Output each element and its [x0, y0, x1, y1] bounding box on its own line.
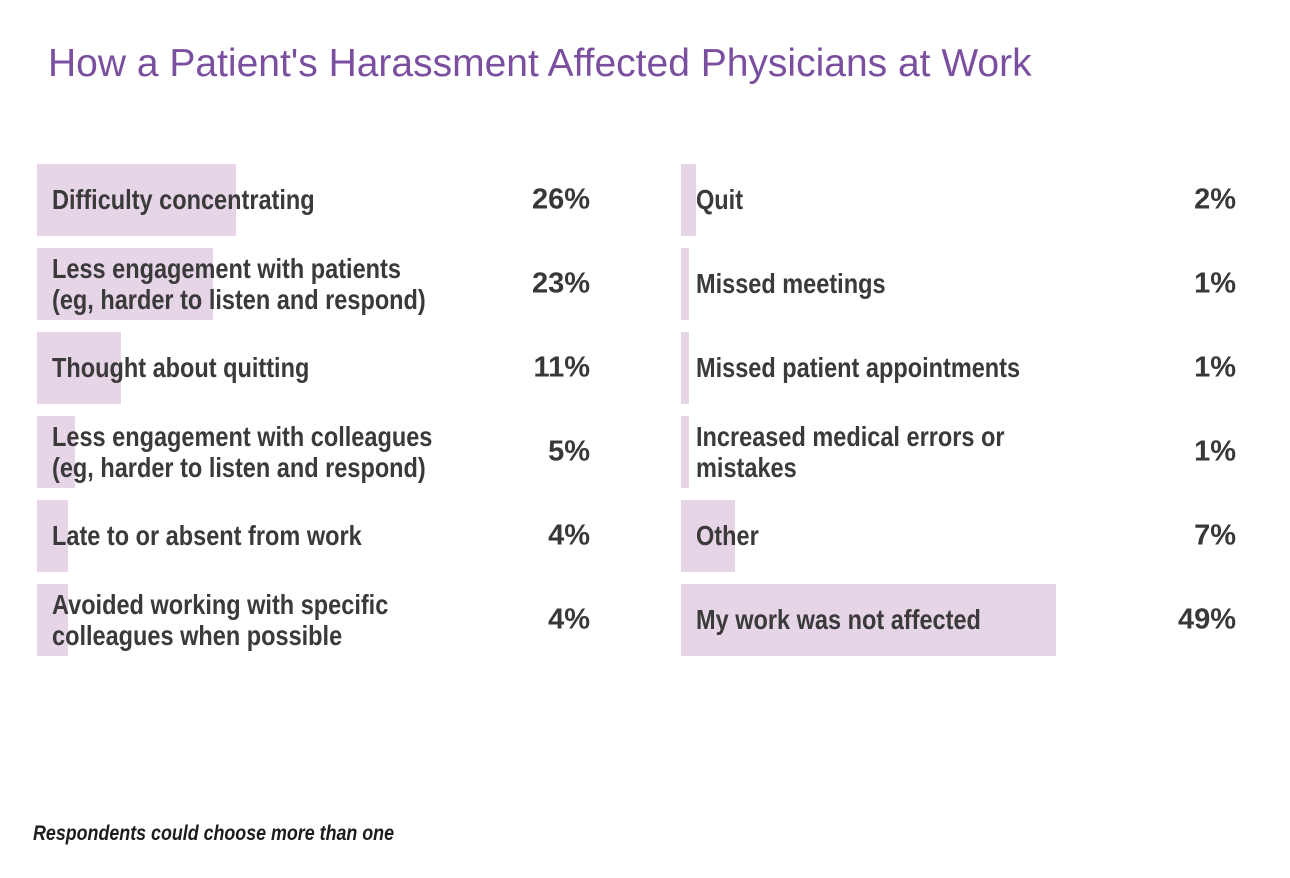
bar-value: 5%	[548, 435, 590, 468]
bar-value: 2%	[1194, 183, 1236, 216]
bar-row: Less engagement with colleagues (eg, har…	[37, 416, 590, 488]
bar	[37, 584, 68, 656]
bar-row: Increased medical errors or mistakes 1%	[681, 416, 1236, 488]
bar-label: Difficulty concentrating	[37, 164, 590, 236]
bar-value: 1%	[1194, 267, 1236, 300]
bar-label: Missed patient appointments	[681, 332, 1236, 404]
bar-value: 4%	[548, 603, 590, 636]
bar-value: 11%	[533, 351, 590, 384]
bar-value: 7%	[1194, 519, 1236, 552]
bar-row: Less engagement with patients (eg, harde…	[37, 248, 590, 320]
bar-label-text: Missed meetings	[696, 268, 886, 300]
bar-label-text: Missed patient appointments	[696, 352, 1021, 384]
bar-row: Avoided working with specific colleagues…	[37, 584, 590, 656]
bar-label: Missed meetings	[681, 248, 1236, 320]
bar-label-text: Less engagement with patients (eg, harde…	[52, 252, 426, 315]
bar	[681, 164, 696, 236]
bar-row: Thought about quitting 11%	[37, 332, 590, 404]
bar-label: Avoided working with specific colleagues…	[37, 584, 590, 656]
bar	[681, 248, 689, 320]
bar-label-text: Less engagement with colleagues (eg, har…	[52, 420, 433, 483]
bar-row: Missed meetings 1%	[681, 248, 1236, 320]
bar-label: Less engagement with patients (eg, harde…	[37, 248, 590, 320]
bar-value: 26%	[531, 183, 590, 216]
chart-footnote-text: Respondents could choose more than one	[33, 822, 395, 845]
bar	[37, 500, 68, 572]
bar-row: My work was not affected 49%	[681, 584, 1236, 656]
chart-title: How a Patient's Harassment Affected Phys…	[48, 42, 1032, 85]
bar-row: Difficulty concentrating 26%	[37, 164, 590, 236]
chart-footnote: Respondents could choose more than one	[33, 822, 458, 846]
bar-label: Thought about quitting	[37, 332, 590, 404]
bar-value: 1%	[1194, 435, 1236, 468]
bar-label: Other	[681, 500, 1236, 572]
bar-label: My work was not affected	[681, 584, 1236, 656]
bar-value: 4%	[548, 519, 590, 552]
bar-value: 49%	[1177, 603, 1236, 636]
bar-label-text: Difficulty concentrating	[52, 184, 315, 216]
bar	[681, 332, 689, 404]
bar-label-text: Late to or absent from work	[52, 520, 362, 552]
bar-label: Late to or absent from work	[37, 500, 590, 572]
bar-column-left: Difficulty concentrating 26% Less engage…	[37, 164, 590, 668]
bar-label: Less engagement with colleagues (eg, har…	[37, 416, 590, 488]
bar	[681, 584, 1056, 656]
bar	[37, 332, 121, 404]
bar-row: Late to or absent from work 4%	[37, 500, 590, 572]
bar-row: Other 7%	[681, 500, 1236, 572]
bar-label-text: My work was not affected	[696, 604, 981, 636]
bar-label-text: Avoided working with specific colleagues…	[52, 588, 389, 651]
bar-value: 23%	[531, 267, 590, 300]
bar-label-text: Other	[696, 520, 759, 552]
bar-row: Quit 2%	[681, 164, 1236, 236]
bar-label-text: Increased medical errors or mistakes	[696, 420, 1005, 483]
bar-label: Increased medical errors or mistakes	[681, 416, 1236, 488]
bar	[37, 164, 236, 236]
bar-label-text: Thought about quitting	[52, 352, 310, 384]
bar	[681, 500, 735, 572]
bar-value: 1%	[1194, 351, 1236, 384]
bar-column-right: Quit 2% Missed meetings 1% Missed patien…	[681, 164, 1236, 668]
bar	[37, 248, 213, 320]
bar	[681, 416, 689, 488]
bar	[37, 416, 75, 488]
bar-row: Missed patient appointments 1%	[681, 332, 1236, 404]
bar-label: Quit	[681, 164, 1236, 236]
bar-label-text: Quit	[696, 184, 744, 216]
